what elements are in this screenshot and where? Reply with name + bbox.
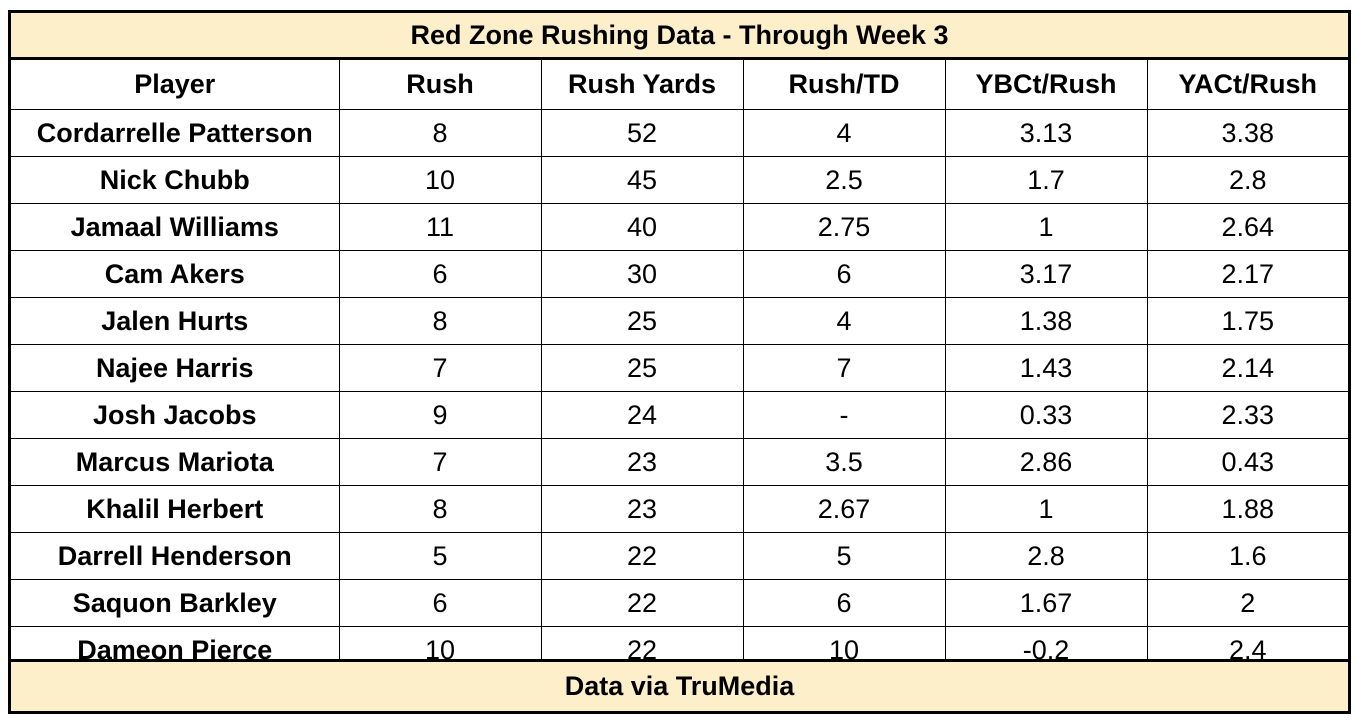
rush-cell: 7 [339,344,542,392]
rush-yards-cell: 23 [541,438,744,486]
data-table-container: Red Zone Rushing Data - Through Week 3 P… [8,10,1351,714]
table-row: Najee Harris 7 25 7 1.43 2.14 [11,344,1348,392]
table-row: Khalil Herbert 8 23 2.67 1 1.88 [11,485,1348,533]
player-cell: Cordarrelle Patterson [11,109,340,157]
ybct-rush-cell: 3.13 [945,109,1148,157]
table-footer: Data via TruMedia [11,659,1348,711]
yact-rush-cell: 2.33 [1147,391,1348,439]
table-row: Darrell Henderson 5 22 5 2.8 1.6 [11,532,1348,580]
rush-td-cell: 5 [743,532,946,580]
col-header-player: Player [11,60,340,110]
header-row: Player Rush Rush Yards Rush/TD YBCt/Rush… [11,60,1348,110]
ybct-rush-cell: 0.33 [945,391,1148,439]
player-cell: Josh Jacobs [11,391,340,439]
ybct-rush-cell: 2.86 [945,438,1148,486]
yact-rush-cell: 0.43 [1147,438,1348,486]
rush-td-cell: 3.5 [743,438,946,486]
rush-yards-cell: 25 [541,344,744,392]
player-cell: Najee Harris [11,344,340,392]
player-cell: Cam Akers [11,250,340,298]
rush-yards-cell: 45 [541,156,744,204]
yact-rush-cell: 1.6 [1147,532,1348,580]
table-row: Saquon Barkley 6 22 6 1.67 2 [11,579,1348,627]
ybct-rush-cell: 3.17 [945,250,1148,298]
ybct-rush-cell: 1.67 [945,579,1148,627]
ybct-rush-cell: 1.38 [945,297,1148,345]
col-header-yact-rush: YACt/Rush [1147,60,1348,110]
table-row: Josh Jacobs 9 24-0.33 2.33 [11,391,1348,439]
rush-yards-cell: 23 [541,485,744,533]
player-cell: Saquon Barkley [11,579,340,627]
col-header-ybct-rush: YBCt/Rush [945,60,1148,110]
yact-rush-cell: 3.38 [1147,109,1348,157]
rush-td-cell: 6 [743,579,946,627]
rush-td-cell: - [743,391,946,439]
rush-cell: 5 [339,532,542,580]
rush-td-cell: 6 [743,250,946,298]
rush-td-cell: 7 [743,344,946,392]
table-row: Cam Akers 6 30 6 3.17 2.17 [11,250,1348,298]
table-row: Jamaal Williams 11 40 2.75 1 2.64 [11,203,1348,251]
yact-rush-cell: 2.8 [1147,156,1348,204]
col-header-rush: Rush [339,60,542,110]
rush-cell: 8 [339,109,542,157]
rush-yards-cell: 22 [541,532,744,580]
rush-yards-cell: 25 [541,297,744,345]
rush-td-cell: 2.67 [743,485,946,533]
col-header-rush-td: Rush/TD [743,60,946,110]
yact-rush-cell: 2.14 [1147,344,1348,392]
rush-yards-cell: 52 [541,109,744,157]
rush-cell: 7 [339,438,542,486]
rush-yards-cell: 24 [541,391,744,439]
rush-cell: 10 [339,156,542,204]
yact-rush-cell: 1.88 [1147,485,1348,533]
player-cell: Khalil Herbert [11,485,340,533]
table-row: Cordarrelle Patterson 8 52 4 3.13 3.38 [11,109,1348,157]
rush-td-cell: 4 [743,297,946,345]
rush-cell: 6 [339,250,542,298]
ybct-rush-cell: 1.7 [945,156,1148,204]
rush-yards-cell: 30 [541,250,744,298]
rush-cell: 8 [339,297,542,345]
player-cell: Jamaal Williams [11,203,340,251]
table-row: Jalen Hurts 8 25 4 1.38 1.75 [11,297,1348,345]
player-cell: Jalen Hurts [11,297,340,345]
rush-cell: 6 [339,579,542,627]
table-body: Cordarrelle Patterson 8 52 4 3.13 3.38 Nick Ch… [11,109,1348,673]
ybct-rush-cell: 1.43 [945,344,1148,392]
rush-td-cell: 2.75 [743,203,946,251]
yact-rush-cell: 2 [1147,579,1348,627]
rush-td-cell: 2.5 [743,156,946,204]
player-cell: Marcus Mariota [11,438,340,486]
rushing-table: Player Rush Rush Yards Rush/TD YBCt/Rush… [11,60,1348,673]
col-header-rush-yards: Rush Yards [541,60,744,110]
yact-rush-cell: 2.17 [1147,250,1348,298]
rush-cell: 8 [339,485,542,533]
rush-cell: 11 [339,203,542,251]
yact-rush-cell: 1.75 [1147,297,1348,345]
ybct-rush-cell: 1 [945,203,1148,251]
table-row: Marcus Mariota 7 23 3.5 2.86 0.43 [11,438,1348,486]
yact-rush-cell: 2.64 [1147,203,1348,251]
rush-yards-cell: 40 [541,203,744,251]
table-title: Red Zone Rushing Data - Through Week 3 [11,13,1348,60]
rush-cell: 9 [339,391,542,439]
player-cell: Darrell Henderson [11,532,340,580]
ybct-rush-cell: 2.8 [945,532,1148,580]
table-row: Nick Chubb 10 45 2.5 1.7 2.8 [11,156,1348,204]
ybct-rush-cell: 1 [945,485,1148,533]
player-cell: Nick Chubb [11,156,340,204]
rush-td-cell: 4 [743,109,946,157]
rush-yards-cell: 22 [541,579,744,627]
